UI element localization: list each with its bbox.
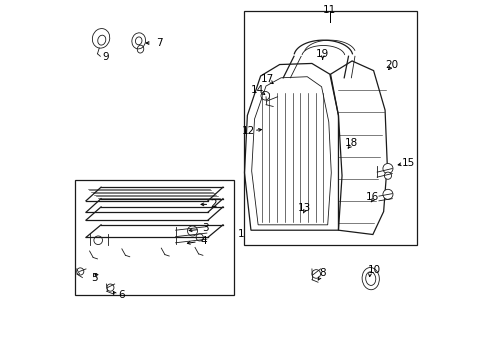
Text: 5: 5 (91, 273, 98, 283)
Text: 18: 18 (344, 139, 357, 148)
Text: 2: 2 (210, 199, 217, 210)
Text: 13: 13 (298, 203, 311, 213)
Circle shape (382, 163, 392, 174)
Circle shape (187, 226, 197, 236)
Text: 7: 7 (156, 38, 162, 48)
Text: 9: 9 (102, 52, 108, 62)
Circle shape (196, 234, 203, 241)
Circle shape (106, 284, 114, 291)
Bar (244, 11, 416, 244)
Text: 10: 10 (367, 265, 380, 275)
Circle shape (382, 189, 392, 199)
Circle shape (384, 172, 391, 179)
Text: 14: 14 (250, 85, 263, 95)
Text: 1: 1 (237, 229, 244, 239)
Text: 15: 15 (401, 158, 414, 168)
Text: 3: 3 (202, 224, 208, 233)
Circle shape (94, 236, 102, 244)
Text: 4: 4 (200, 236, 206, 246)
Text: 11: 11 (323, 5, 336, 15)
Text: 8: 8 (319, 268, 325, 278)
Bar (75, 180, 233, 295)
Text: 12: 12 (242, 126, 255, 135)
Text: 19: 19 (315, 49, 328, 59)
Text: 20: 20 (385, 59, 398, 69)
Text: 6: 6 (118, 291, 125, 301)
Circle shape (77, 268, 83, 275)
Text: 17: 17 (261, 74, 274, 84)
Text: 16: 16 (366, 192, 379, 202)
Circle shape (261, 91, 269, 100)
Circle shape (311, 270, 320, 278)
